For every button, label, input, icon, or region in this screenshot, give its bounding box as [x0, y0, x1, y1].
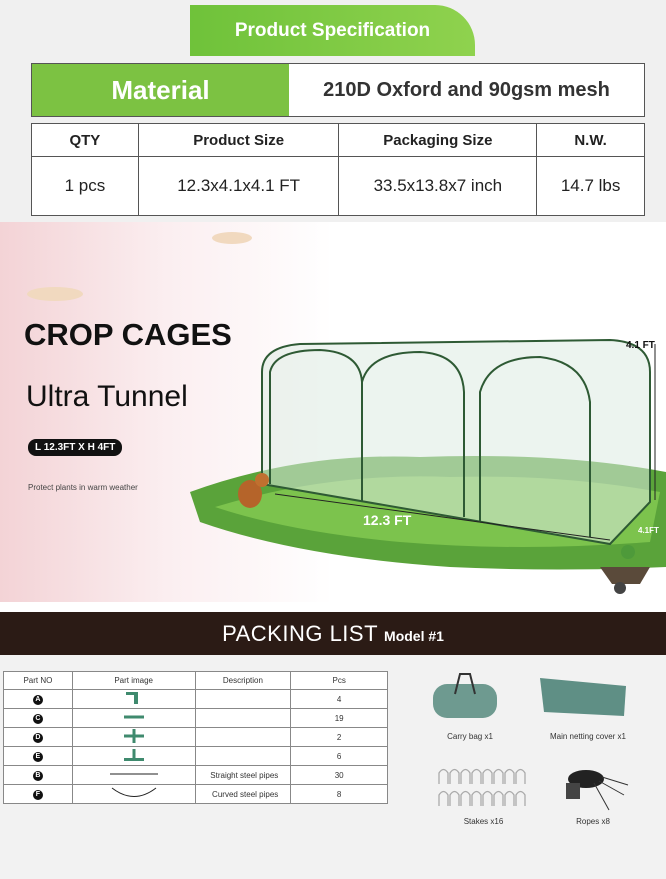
tunnel-illustration — [27, 232, 666, 594]
parts-row: B Straight steel pipes 30 — [3, 765, 388, 785]
value-cell: 14.7 lbs — [536, 156, 645, 216]
item-caption: Main netting cover x1 — [549, 732, 627, 741]
dimensions-badge: L 12.3FT X H 4FT — [28, 439, 123, 456]
part-description — [194, 727, 292, 747]
netting-cover-icon — [540, 678, 626, 716]
part-no: E — [3, 746, 73, 766]
part-description: Curved steel pipes — [194, 784, 292, 804]
parts-row: D 2 — [3, 727, 388, 747]
part-icon — [111, 787, 156, 797]
length-label: 12.3 FT — [363, 512, 412, 528]
header-cell: Pcs — [290, 671, 388, 690]
item-caption: Stakes x16 — [463, 817, 504, 826]
parts-row: E 6 — [3, 746, 388, 766]
part-pcs: 6 — [290, 746, 388, 766]
hero-subtitle: Ultra Tunnel — [26, 380, 188, 413]
part-description — [194, 708, 292, 728]
width-label: 4.1FT — [638, 526, 659, 535]
height-label: 4.1 FT — [626, 340, 655, 351]
parts-row: C 19 — [3, 708, 388, 728]
header-cell: Packaging Size — [338, 123, 538, 157]
header-cell: Product Size — [137, 123, 340, 157]
packing-title: PACKING LIST — [222, 620, 379, 646]
part-icon — [109, 773, 158, 775]
material-label: Material — [32, 64, 289, 116]
part-pcs: 2 — [290, 727, 388, 747]
carry-bag-icon — [433, 673, 497, 718]
parts-row: A 4 — [3, 689, 388, 709]
item-caption: Carry bag x1 — [447, 732, 493, 741]
part-pcs: 19 — [290, 708, 388, 728]
packing-list-header: PACKING LIST Model #1 — [0, 612, 666, 655]
cloud-icon — [27, 232, 252, 301]
part-badge: F — [32, 789, 43, 800]
squirrel-icon — [238, 473, 269, 508]
model-label: Model #1 — [384, 628, 444, 644]
specification-section: Product Specification Material 210D Oxfo… — [0, 0, 666, 222]
spec-header-row: QTY Product Size Packaging Size N.W. — [31, 123, 645, 157]
part-image — [71, 784, 196, 804]
spec-value-row: 1 pcs 12.3x4.1x4.1 FT 33.5x13.8x7 inch 1… — [31, 156, 645, 216]
hero-tagline: Protect plants in warm weather — [28, 483, 138, 492]
wheelbarrow-icon — [600, 545, 650, 594]
header-cell: N.W. — [536, 123, 645, 157]
part-badge: E — [32, 751, 43, 762]
header-cell: Part image — [71, 671, 196, 690]
part-image — [71, 727, 196, 747]
part-pcs: 30 — [290, 765, 388, 785]
part-no: F — [3, 784, 73, 804]
part-description — [194, 746, 292, 766]
header-cell: QTY — [31, 123, 139, 157]
parts-header-row: Part NO Part image Description Pcs — [3, 671, 388, 690]
part-pcs: 8 — [290, 784, 388, 804]
part-description — [194, 689, 292, 709]
tunnel — [261, 338, 651, 546]
value-cell: 33.5x13.8x7 inch — [338, 156, 538, 216]
ropes-icon — [566, 770, 629, 811]
part-description: Straight steel pipes — [194, 765, 292, 785]
part-image — [71, 689, 196, 709]
part-icon — [125, 692, 138, 704]
part-badge: A — [32, 694, 43, 705]
part-no: A — [3, 689, 73, 709]
item-caption: Ropes x8 — [576, 817, 610, 826]
part-pcs: 4 — [290, 689, 388, 709]
material-row: Material 210D Oxford and 90gsm mesh — [31, 63, 645, 117]
part-image — [71, 765, 196, 785]
part-image — [71, 746, 196, 766]
part-no: C — [3, 708, 73, 728]
part-no: B — [3, 765, 73, 785]
dimension-lines — [274, 344, 656, 541]
value-cell: 12.3x4.1x4.1 FT — [137, 156, 340, 216]
part-badge: B — [32, 770, 43, 781]
material-value: 210D Oxford and 90gsm mesh — [323, 78, 610, 101]
value-cell: 1 pcs — [31, 156, 139, 216]
stakes-icon — [438, 768, 526, 806]
part-badge: C — [32, 713, 43, 724]
spec-title: Product Specification — [190, 5, 475, 56]
part-icon — [123, 729, 144, 743]
spec-table: QTY Product Size Packaging Size N.W. 1 p… — [31, 123, 645, 216]
part-image — [71, 708, 196, 728]
part-no: D — [3, 727, 73, 747]
header-cell: Part NO — [3, 671, 73, 690]
part-icon — [123, 749, 144, 761]
hero-banner: CROP CAGES Ultra Tunnel L 12.3FT X H 4FT… — [0, 222, 666, 602]
parts-row: F Curved steel pipes 8 — [3, 784, 388, 804]
part-icon — [123, 715, 144, 719]
hero-title: CROP CAGES — [24, 317, 232, 352]
part-badge: D — [32, 732, 43, 743]
header-cell: Description — [194, 671, 292, 690]
